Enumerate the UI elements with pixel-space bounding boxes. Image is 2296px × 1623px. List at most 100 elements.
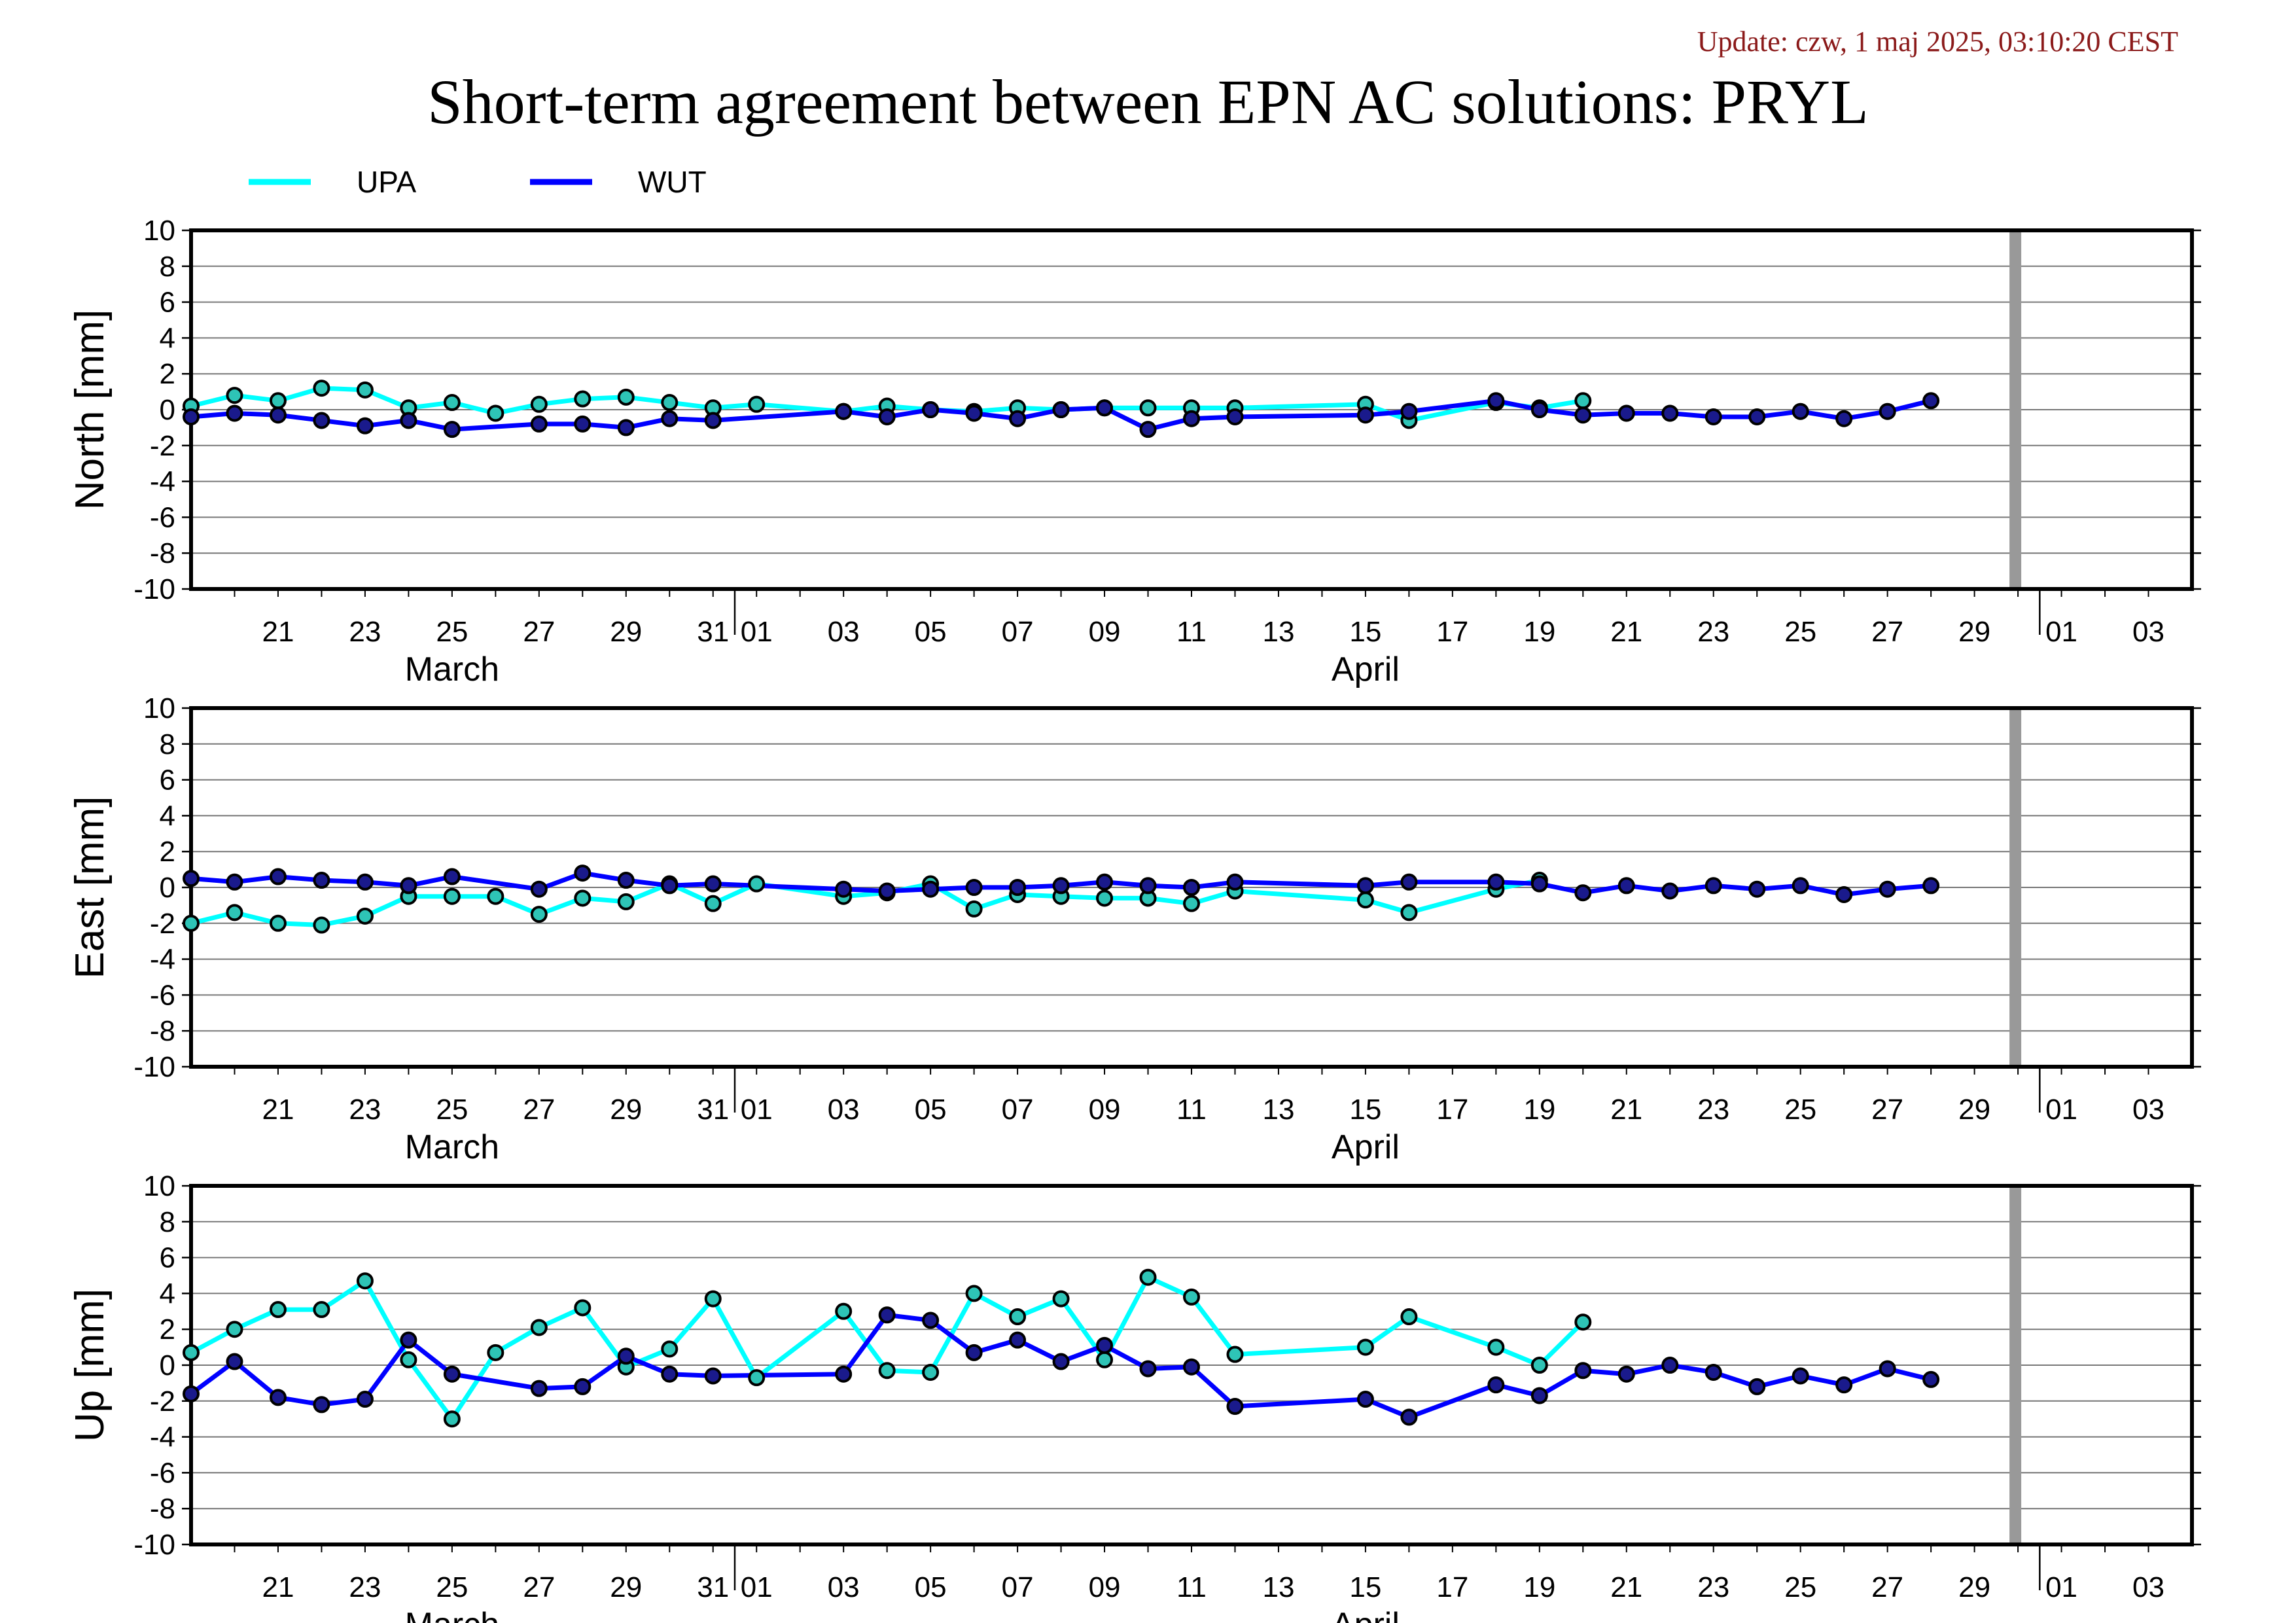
x-tick-label-north: 03 [828, 616, 860, 648]
data-point-wut-up [1704, 1363, 1722, 1381]
data-point-wut-east [574, 865, 592, 882]
data-point-wut-north [1748, 408, 1766, 425]
data-point-upa-up [313, 1301, 330, 1319]
data-point-wut-north [183, 408, 200, 425]
data-point-upa-east [183, 914, 200, 932]
data-point-wut-east [1183, 879, 1200, 896]
y-tick-label-up: -6 [150, 1457, 175, 1489]
data-point-wut-north [922, 401, 940, 418]
data-point-wut-up [1183, 1358, 1200, 1376]
data-point-wut-east [400, 877, 417, 895]
data-point-upa-up [1226, 1346, 1244, 1363]
data-point-upa-up [1487, 1338, 1505, 1356]
data-point-upa-north [574, 390, 592, 408]
data-point-wut-up [1139, 1360, 1157, 1378]
x-tick-label-east: 27 [1871, 1094, 1903, 1126]
x-tick-label-east: 01 [741, 1094, 773, 1126]
data-point-wut-north [835, 402, 853, 420]
data-cutoff-bar [2009, 230, 2022, 589]
data-point-wut-north [1661, 404, 1679, 422]
data-point-wut-east [356, 873, 374, 891]
data-point-upa-up [878, 1362, 896, 1380]
data-point-wut-east [1792, 877, 1809, 895]
data-point-upa-east [1356, 891, 1374, 909]
data-point-wut-up [1226, 1398, 1244, 1416]
y-tick-label-north: 8 [160, 251, 175, 283]
data-point-upa-east [1183, 895, 1200, 912]
x-tick-label-up: 05 [915, 1571, 947, 1603]
data-point-wut-east [1226, 873, 1244, 891]
data-point-wut-north [617, 419, 635, 437]
y-tick-label-north: 6 [160, 287, 175, 319]
data-cutoff-bar [2009, 708, 2022, 1067]
data-point-wut-north [269, 406, 287, 424]
data-point-upa-east [487, 887, 504, 905]
month-label-march: March [405, 1606, 499, 1623]
y-tick-label-east: 8 [160, 728, 175, 760]
data-point-wut-east [183, 870, 200, 887]
data-point-upa-up [400, 1351, 417, 1368]
data-point-upa-north [226, 387, 243, 404]
data-point-wut-north [1704, 408, 1722, 425]
data-point-wut-north [1096, 399, 1114, 417]
series-line-upa-east [190, 878, 1540, 927]
x-tick-label-east: 23 [1697, 1094, 1729, 1126]
data-point-wut-north [1052, 401, 1070, 418]
legend-label-wut: WUT [638, 165, 707, 199]
data-point-upa-north [530, 395, 548, 413]
x-tick-label-east: 03 [828, 1094, 860, 1126]
data-point-wut-up [1661, 1357, 1679, 1374]
data-point-wut-north [965, 404, 983, 422]
data-point-upa-east [965, 900, 983, 918]
x-tick-label-up: 15 [1349, 1571, 1381, 1603]
data-point-wut-east [313, 872, 330, 889]
data-point-wut-up [356, 1391, 374, 1408]
data-point-upa-east [574, 889, 592, 907]
x-tick-label-north: 07 [1002, 616, 1034, 648]
x-tick-label-north: 09 [1089, 616, 1121, 648]
x-tick-label-north: 31 [697, 616, 729, 648]
data-point-wut-east [1922, 877, 1940, 895]
data-point-upa-up [487, 1344, 504, 1361]
data-point-wut-north [1835, 410, 1853, 427]
y-tick-label-north: 10 [143, 215, 175, 247]
x-tick-label-up: 17 [1436, 1571, 1468, 1603]
x-tick-label-east: 17 [1436, 1094, 1468, 1126]
data-point-upa-up [183, 1344, 200, 1361]
data-point-upa-up [704, 1290, 722, 1308]
data-point-wut-north [704, 412, 722, 429]
data-point-wut-up [443, 1365, 461, 1383]
x-tick-label-north: 25 [1784, 616, 1816, 648]
data-point-wut-up [1487, 1376, 1505, 1394]
data-point-upa-north [487, 404, 504, 422]
data-point-wut-north [1574, 406, 1592, 424]
data-point-upa-east [226, 904, 243, 921]
y-tick-label-up: 6 [160, 1242, 175, 1274]
y-tick-label-up: -2 [150, 1385, 175, 1418]
x-tick-label-up: 23 [1697, 1571, 1729, 1603]
y-tick-label-up: 8 [160, 1206, 175, 1238]
data-point-wut-up [1879, 1360, 1896, 1378]
x-tick-label-north: 15 [1349, 616, 1381, 648]
data-point-wut-east [965, 879, 983, 896]
data-point-wut-north [1356, 406, 1374, 424]
data-point-upa-up [226, 1321, 243, 1338]
x-tick-label-north: 29 [610, 616, 642, 648]
data-point-upa-up [530, 1319, 548, 1336]
data-point-wut-north [356, 417, 374, 435]
data-point-upa-up [1009, 1308, 1027, 1326]
data-point-wut-east [1661, 882, 1679, 900]
data-point-wut-east [922, 880, 940, 898]
data-point-wut-north [1139, 421, 1157, 438]
x-tick-label-up: 01 [2045, 1571, 2077, 1603]
x-tick-label-up: 01 [741, 1571, 773, 1603]
data-point-wut-east [1879, 880, 1896, 898]
data-point-wut-up [1574, 1362, 1592, 1380]
data-point-wut-up [617, 1347, 635, 1365]
data-point-wut-east [443, 868, 461, 885]
x-tick-label-east: 15 [1349, 1094, 1381, 1126]
x-tick-label-up: 27 [1871, 1571, 1903, 1603]
x-tick-label-east: 05 [915, 1094, 947, 1126]
data-point-upa-up [922, 1363, 940, 1381]
y-tick-label-north: -8 [150, 537, 175, 569]
